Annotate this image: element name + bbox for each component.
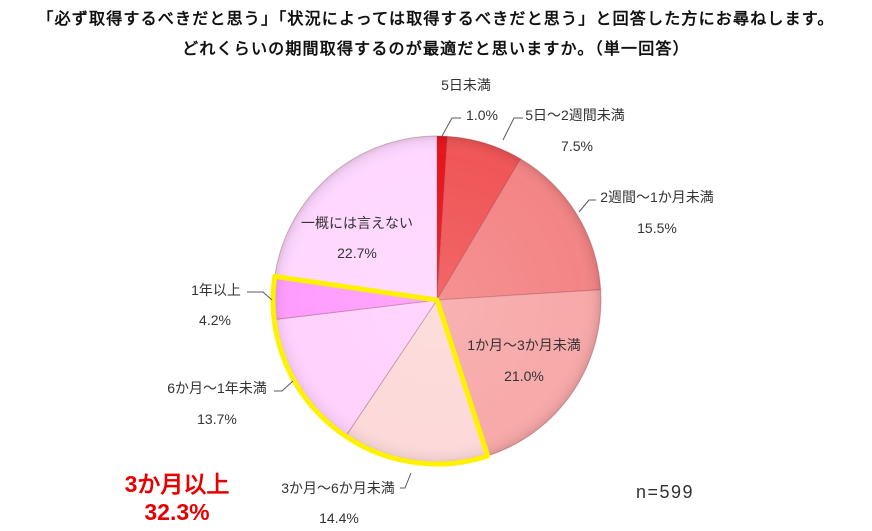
leader-lines — [247, 117, 596, 489]
category-label: 2週間～1か月未満 — [600, 189, 714, 205]
value-label: 13.7% — [197, 411, 237, 427]
highlight-outline — [270, 273, 491, 467]
data-label-2: 5日～2週間未満 7.5% — [525, 107, 625, 154]
leader-line-3 — [578, 199, 596, 213]
data-labels: 5日未満 1.0% 5日～2週間未満 7.5% 2週間～1か月未満 15.5% 1か月～3か… — [167, 77, 714, 526]
category-label: 一概には言えない — [301, 215, 413, 231]
chart-title-line-1: 「必ず取得するべきだと思う」「状況によっては取得するべきだと思う」と回答した方に… — [37, 9, 834, 28]
value-label: 15.5% — [637, 220, 677, 236]
value-label: 22.7% — [337, 245, 377, 261]
data-label-8: 一概には言えない 22.7% — [301, 215, 413, 261]
data-label-6: 6か月～1年未満 13.7% — [167, 380, 267, 427]
highlight-label: 3か月以上 — [125, 471, 230, 497]
category-label: 6か月～1年未満 — [167, 380, 267, 396]
data-label-7: 1年以上 4.2% — [191, 282, 241, 328]
leader-line-5 — [400, 472, 412, 489]
category-label: 1年以上 — [191, 282, 241, 298]
category-label: 3か月～6か月未満 — [281, 480, 395, 496]
data-label-1: 5日未満 1.0% — [441, 77, 498, 123]
category-label: 5日未満 — [441, 77, 491, 93]
highlight-value: 32.3% — [144, 499, 209, 525]
sample-size-label: n=599 — [636, 482, 694, 502]
data-label-4: 1か月～3か月未満 21.0% — [467, 337, 581, 384]
data-label-5: 3か月～6か月未満 14.4% — [281, 480, 395, 526]
leader-line-7 — [247, 291, 273, 301]
value-label: 4.2% — [199, 312, 231, 328]
leader-line-1 — [441, 117, 461, 137]
leader-line-6 — [274, 380, 294, 392]
value-label: 1.0% — [466, 107, 498, 123]
value-label: 14.4% — [319, 510, 359, 526]
value-label: 21.0% — [504, 368, 544, 384]
category-label: 5日～2週間未満 — [525, 107, 625, 123]
data-label-3: 2週間～1か月未満 15.5% — [600, 189, 714, 236]
value-label: 7.5% — [561, 138, 593, 154]
category-label: 1か月～3か月未満 — [467, 337, 581, 353]
chart-title-line-2: どれくらいの期間取得するのが最適だと思いますか。（単一回答） — [182, 39, 690, 58]
leader-line-2 — [502, 117, 523, 141]
